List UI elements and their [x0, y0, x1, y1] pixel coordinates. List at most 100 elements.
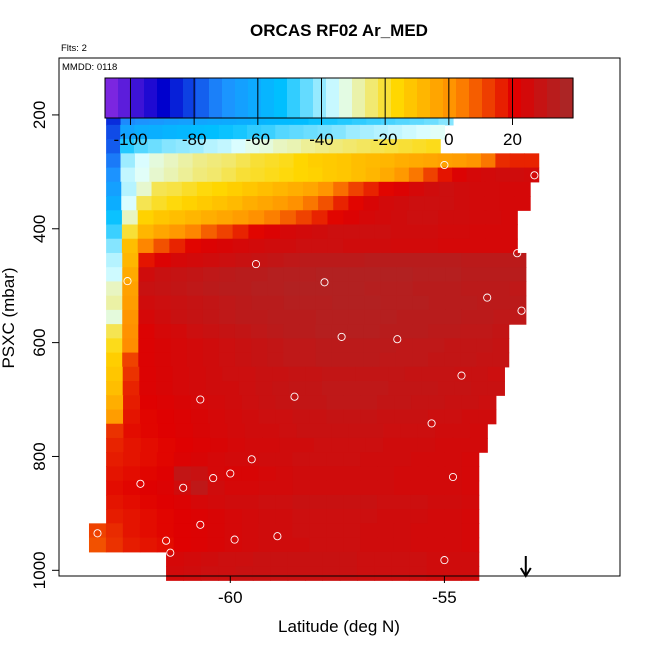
- heatmap-cell: [106, 167, 122, 183]
- heatmap-cell: [218, 352, 236, 368]
- heatmap-cell: [331, 423, 350, 439]
- heatmap-cell: [393, 181, 410, 197]
- heatmap-cell: [122, 352, 139, 368]
- heatmap-cell: [279, 153, 295, 169]
- y-tick-label: 1000: [30, 551, 49, 589]
- heatmap-cell: [438, 210, 455, 226]
- heatmap-cell: [221, 153, 237, 169]
- heatmap-cell: [224, 466, 243, 482]
- heatmap-cell: [106, 381, 124, 396]
- heatmap-cell: [105, 523, 124, 539]
- heatmap-cell: [235, 551, 254, 567]
- heatmap-cell: [461, 551, 480, 567]
- heatmap-cell: [258, 409, 277, 425]
- heatmap-cell: [339, 566, 358, 581]
- heatmap-cell: [172, 381, 190, 396]
- heatmap-cell: [139, 366, 157, 382]
- heatmap-cell: [217, 139, 232, 154]
- heatmap-cell: [309, 452, 327, 468]
- heatmap-cell: [309, 466, 327, 482]
- heatmap-cell: [122, 523, 141, 539]
- heatmap-cell: [360, 395, 378, 411]
- heatmap-cell: [202, 309, 220, 325]
- colorbar-segment: [287, 78, 301, 118]
- heatmap-cell: [309, 409, 327, 425]
- colorbar-segment: [547, 78, 561, 118]
- heatmap-cell: [428, 324, 445, 339]
- heatmap-cell: [257, 181, 274, 197]
- heatmap-cell: [134, 153, 150, 169]
- heatmap-cell: [499, 196, 516, 211]
- heatmap-cell: [178, 153, 194, 169]
- heatmap-cell: [444, 338, 461, 354]
- heatmap-cell: [173, 537, 192, 553]
- heatmap-cell: [170, 324, 188, 339]
- heatmap-cell: [428, 352, 445, 368]
- heatmap-cell: [267, 267, 285, 283]
- heatmap-cell: [241, 523, 260, 539]
- heatmap-cell: [412, 309, 430, 325]
- heatmap-cell: [377, 452, 395, 468]
- heatmap-cell: [391, 566, 410, 581]
- heatmap-cell: [156, 523, 175, 539]
- heatmap-cell: [257, 196, 274, 211]
- heatmap-cell: [480, 153, 496, 169]
- colorbar-segment: [105, 78, 119, 118]
- heatmap-cell: [477, 309, 495, 325]
- heatmap-cell: [283, 252, 301, 268]
- colorbar-segment: [274, 78, 288, 118]
- heatmap-cell: [202, 252, 220, 268]
- heatmap-cell: [493, 295, 511, 311]
- heatmap-cell: [222, 381, 240, 396]
- sample-point: [320, 278, 329, 287]
- heatmap-cell: [258, 494, 277, 510]
- heatmap-cell: [421, 381, 439, 396]
- heatmap-cell: [178, 167, 194, 183]
- heatmap-cell: [347, 338, 365, 354]
- heatmap-cell: [509, 309, 527, 325]
- heatmap-cell: [311, 238, 329, 254]
- heatmap-cell: [326, 523, 344, 539]
- heatmap-cell: [356, 139, 372, 154]
- heatmap-cell: [158, 423, 176, 439]
- heatmap-cell: [252, 566, 271, 581]
- heatmap-cell: [227, 437, 246, 453]
- colorbar-segment: [456, 78, 470, 118]
- heatmap-cell: [393, 537, 412, 553]
- heatmap-cell: [428, 309, 446, 325]
- heatmap-cell: [478, 409, 497, 425]
- heatmap-cell: [251, 252, 269, 268]
- heatmap-cell: [410, 494, 429, 510]
- heatmap-cell: [371, 381, 389, 396]
- heatmap-cell: [427, 494, 446, 510]
- heatmap-cell: [343, 210, 360, 226]
- heatmap-cell: [106, 196, 122, 211]
- heatmap-cell: [435, 437, 454, 453]
- heatmap-cell: [106, 124, 121, 140]
- heatmap-cell: [122, 252, 139, 268]
- heatmap-cell: [416, 124, 431, 140]
- heatmap-cell: [273, 139, 288, 154]
- colorbar-segment: [261, 78, 275, 118]
- heatmap-cell: [428, 281, 446, 297]
- heatmap-cell: [408, 167, 424, 183]
- heatmap-cell: [445, 267, 462, 283]
- heatmap-cell: [138, 309, 156, 325]
- heatmap-cell: [315, 309, 333, 325]
- sample-point: [290, 392, 299, 401]
- heatmap-cell: [279, 423, 298, 439]
- heatmap-cell: [106, 509, 124, 524]
- colorbar-tick-label: -40: [309, 130, 334, 149]
- sample-point: [123, 277, 132, 286]
- heatmap-cell: [267, 324, 284, 339]
- heatmap-cell: [154, 338, 172, 354]
- heatmap-cell: [509, 281, 527, 297]
- heatmap-cell: [138, 338, 156, 354]
- heatmap-cell: [388, 124, 403, 140]
- heatmap-cell: [251, 338, 268, 354]
- heatmap-cell: [258, 466, 277, 482]
- heatmap-cells: [88, 96, 540, 581]
- heatmap-cell: [241, 537, 260, 553]
- heatmap-cell: [186, 295, 204, 311]
- heatmap-cell: [326, 537, 344, 553]
